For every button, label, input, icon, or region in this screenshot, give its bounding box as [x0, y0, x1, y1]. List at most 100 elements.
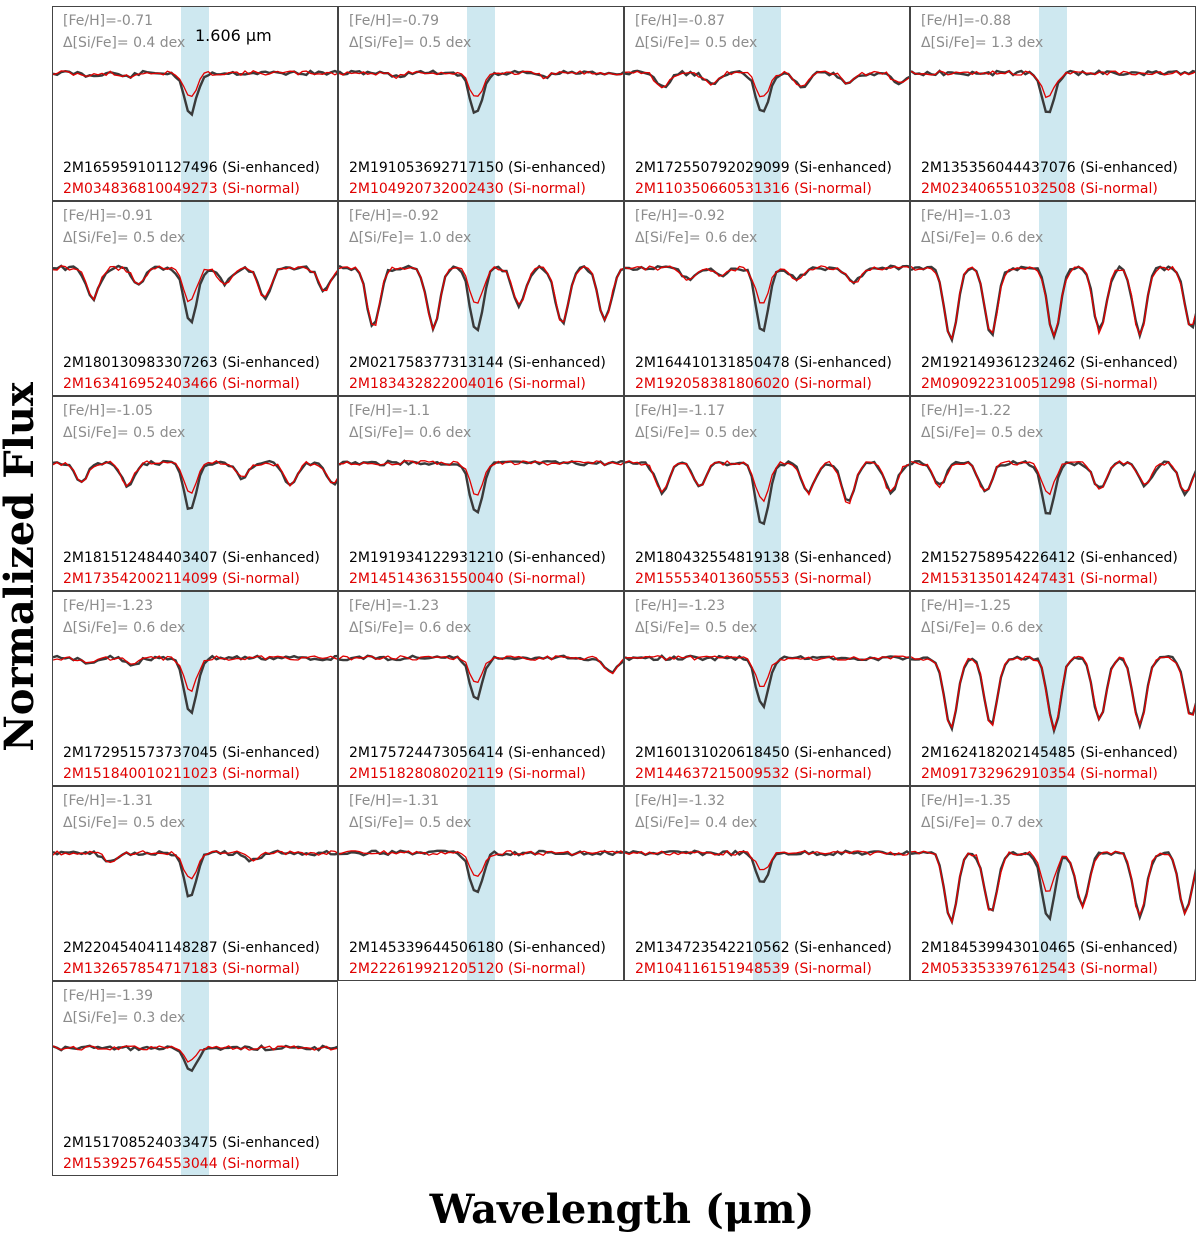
spectrum-plot: [911, 202, 1195, 395]
spectrum-plot: [53, 787, 337, 980]
spectrum-plot: [911, 592, 1195, 785]
spectrum-panel: [Fe/H]=-1.23 Δ[Si/Fe]= 0.5 dex 2M160131020…: [624, 591, 910, 786]
si-enhanced-star-label: 2M160131020618450 (Si-enhanced): [635, 745, 892, 761]
highlight-band: [753, 787, 781, 980]
delta-si-fe-label: Δ[Si/Fe]= 0.6 dex: [635, 230, 758, 246]
highlight-band: [753, 592, 781, 785]
delta-si-fe-label: Δ[Si/Fe]= 0.4 dex: [635, 815, 758, 831]
si-enhanced-spectrum-line: [625, 849, 909, 883]
spectrum-panel: [Fe/H]=-0.92 Δ[Si/Fe]= 0.6 dex 2M164410131…: [624, 201, 910, 396]
spectrum-panel: [Fe/H]=-1.31 Δ[Si/Fe]= 0.5 dex 2M220454041…: [52, 786, 338, 981]
highlight-band: [467, 202, 495, 395]
si-normal-star-label: 2M153925764553044 (Si-normal): [63, 1156, 300, 1172]
si-enhanced-star-label: 2M191934122931210 (Si-enhanced): [349, 550, 606, 566]
spectrum-panel: [Fe/H]=-0.87 Δ[Si/Fe]= 0.5 dex 2M172550792…: [624, 6, 910, 201]
delta-si-fe-label: Δ[Si/Fe]= 0.5 dex: [63, 815, 186, 831]
si-normal-star-label: 2M151840010211023 (Si-normal): [63, 766, 300, 782]
si-enhanced-star-label: 2M172550792029099 (Si-enhanced): [635, 160, 892, 176]
si-normal-star-label: 2M144637215009532 (Si-normal): [635, 766, 872, 782]
delta-si-fe-label: Δ[Si/Fe]= 0.5 dex: [635, 35, 758, 51]
si-normal-star-label: 2M104920732002430 (Si-normal): [349, 181, 586, 197]
si-normal-spectrum-line: [53, 655, 337, 693]
delta-si-fe-label: Δ[Si/Fe]= 0.5 dex: [349, 35, 472, 51]
si-normal-spectrum-line: [53, 70, 337, 98]
metallicity-label: [Fe/H]=-1.39: [63, 988, 154, 1004]
si-normal-spectrum-line: [911, 655, 1195, 732]
metallicity-label: [Fe/H]=-1.32: [635, 793, 726, 809]
si-normal-spectrum-line: [53, 265, 337, 303]
spectrum-plot: [625, 7, 909, 200]
si-normal-star-label: 2M173542002114099 (Si-normal): [63, 571, 300, 587]
si-normal-star-label: 2M132657854717183 (Si-normal): [63, 961, 300, 977]
si-normal-spectrum-line: [625, 460, 909, 505]
spectrum-plot: [339, 7, 623, 200]
si-normal-spectrum-line: [339, 265, 623, 332]
spectrum-plot: [53, 7, 337, 200]
si-normal-spectrum-line: [53, 460, 337, 494]
delta-si-fe-label: Δ[Si/Fe]= 0.6 dex: [349, 425, 472, 441]
si-enhanced-star-label: 2M180432554819138 (Si-enhanced): [635, 550, 892, 566]
si-normal-star-label: 2M192058381806020 (Si-normal): [635, 376, 872, 392]
metallicity-label: [Fe/H]=-1.05: [63, 403, 154, 419]
delta-si-fe-label: Δ[Si/Fe]= 0.6 dex: [921, 230, 1044, 246]
si-normal-star-label: 2M091732962910354 (Si-normal): [921, 766, 1158, 782]
si-enhanced-star-label: 2M175724473056414 (Si-enhanced): [349, 745, 606, 761]
spectrum-plot: [625, 397, 909, 590]
si-normal-spectrum-line: [911, 265, 1195, 341]
si-normal-spectrum-line: [911, 70, 1195, 99]
metallicity-label: [Fe/H]=-0.88: [921, 13, 1012, 29]
spectrum-plot: [911, 7, 1195, 200]
si-enhanced-star-label: 2M151708524033475 (Si-enhanced): [63, 1135, 320, 1151]
metallicity-label: [Fe/H]=-1.17: [635, 403, 726, 419]
si-normal-spectrum-line: [625, 265, 909, 304]
si-enhanced-star-label: 2M192149361232462 (Si-enhanced): [921, 355, 1178, 371]
spectrum-panel: [Fe/H]=-0.91 Δ[Si/Fe]= 0.5 dex 2M180130983…: [52, 201, 338, 396]
delta-si-fe-label: Δ[Si/Fe]= 0.5 dex: [635, 620, 758, 636]
spectrum-panel: [Fe/H]=-1.03 Δ[Si/Fe]= 0.6 dex 2M192149361…: [910, 201, 1196, 396]
si-normal-star-label: 2M222619921205120 (Si-normal): [349, 961, 586, 977]
metallicity-label: [Fe/H]=-0.91: [63, 208, 154, 224]
spectrum-panel: [Fe/H]=-1.05 Δ[Si/Fe]= 0.5 dex 2M181512484…: [52, 396, 338, 591]
spectrum-panel: [Fe/H]=-1.25 Δ[Si/Fe]= 0.6 dex 2M162418202…: [910, 591, 1196, 786]
highlight-band: [467, 397, 495, 590]
highlight-band: [181, 202, 209, 395]
metallicity-label: [Fe/H]=-1.25: [921, 598, 1012, 614]
spectrum-plot: [625, 787, 909, 980]
si-normal-spectrum-line: [625, 70, 909, 98]
metallicity-label: [Fe/H]=-1.1: [349, 403, 431, 419]
metallicity-label: [Fe/H]=-0.92: [349, 208, 440, 224]
si-normal-star-label: 2M153135014247431 (Si-normal): [921, 571, 1158, 587]
spectrum-panel: [Fe/H]=-1.35 Δ[Si/Fe]= 0.7 dex 2M184539943…: [910, 786, 1196, 981]
spectrum-panel: [Fe/H]=-0.79 Δ[Si/Fe]= 0.5 dex 2M191053692…: [338, 6, 624, 201]
spectrum-plot: [53, 202, 337, 395]
si-enhanced-star-label: 2M152758954226412 (Si-enhanced): [921, 550, 1178, 566]
spectrum-panel: [Fe/H]=-1.1 Δ[Si/Fe]= 0.6 dex 2M1919341229…: [338, 396, 624, 591]
si-normal-star-label: 2M155534013605553 (Si-normal): [635, 571, 872, 587]
si-enhanced-star-label: 2M134723542210562 (Si-enhanced): [635, 940, 892, 956]
spectrum-plot: [625, 592, 909, 785]
si-normal-star-label: 2M023406551032508 (Si-normal): [921, 181, 1158, 197]
si-normal-star-label: 2M145143631550040 (Si-normal): [349, 571, 586, 587]
metallicity-label: [Fe/H]=-1.03: [921, 208, 1012, 224]
delta-si-fe-label: Δ[Si/Fe]= 0.6 dex: [349, 620, 472, 636]
si-normal-star-label: 2M104116151948539 (Si-normal): [635, 961, 872, 977]
y-axis-label: Normalized Flux: [0, 382, 43, 752]
delta-si-fe-label: Δ[Si/Fe]= 0.5 dex: [921, 425, 1044, 441]
delta-si-fe-label: Δ[Si/Fe]= 1.0 dex: [349, 230, 472, 246]
spectrum-plot: [53, 982, 337, 1175]
si-normal-star-label: 2M053353397612543 (Si-normal): [921, 961, 1158, 977]
si-enhanced-star-label: 2M184539943010465 (Si-enhanced): [921, 940, 1178, 956]
si-normal-star-label: 2M110350660531316 (Si-normal): [635, 181, 872, 197]
spectrum-panel: [Fe/H]=-1.23 Δ[Si/Fe]= 0.6 dex 2M172951573…: [52, 591, 338, 786]
metallicity-label: [Fe/H]=-0.71: [63, 13, 154, 29]
x-axis-label: Wavelength (μm): [429, 1186, 815, 1233]
si-normal-star-label: 2M163416952403466 (Si-normal): [63, 376, 300, 392]
si-normal-star-label: 2M090922310051298 (Si-normal): [921, 376, 1158, 392]
spectrum-plot: [53, 397, 337, 590]
si-normal-spectrum-line: [339, 460, 623, 496]
delta-si-fe-label: Δ[Si/Fe]= 0.6 dex: [921, 620, 1044, 636]
delta-si-fe-label: Δ[Si/Fe]= 0.5 dex: [635, 425, 758, 441]
delta-si-fe-label: Δ[Si/Fe]= 0.6 dex: [63, 620, 186, 636]
si-normal-spectrum-line: [339, 850, 623, 878]
si-normal-star-label: 2M034836810049273 (Si-normal): [63, 181, 300, 197]
